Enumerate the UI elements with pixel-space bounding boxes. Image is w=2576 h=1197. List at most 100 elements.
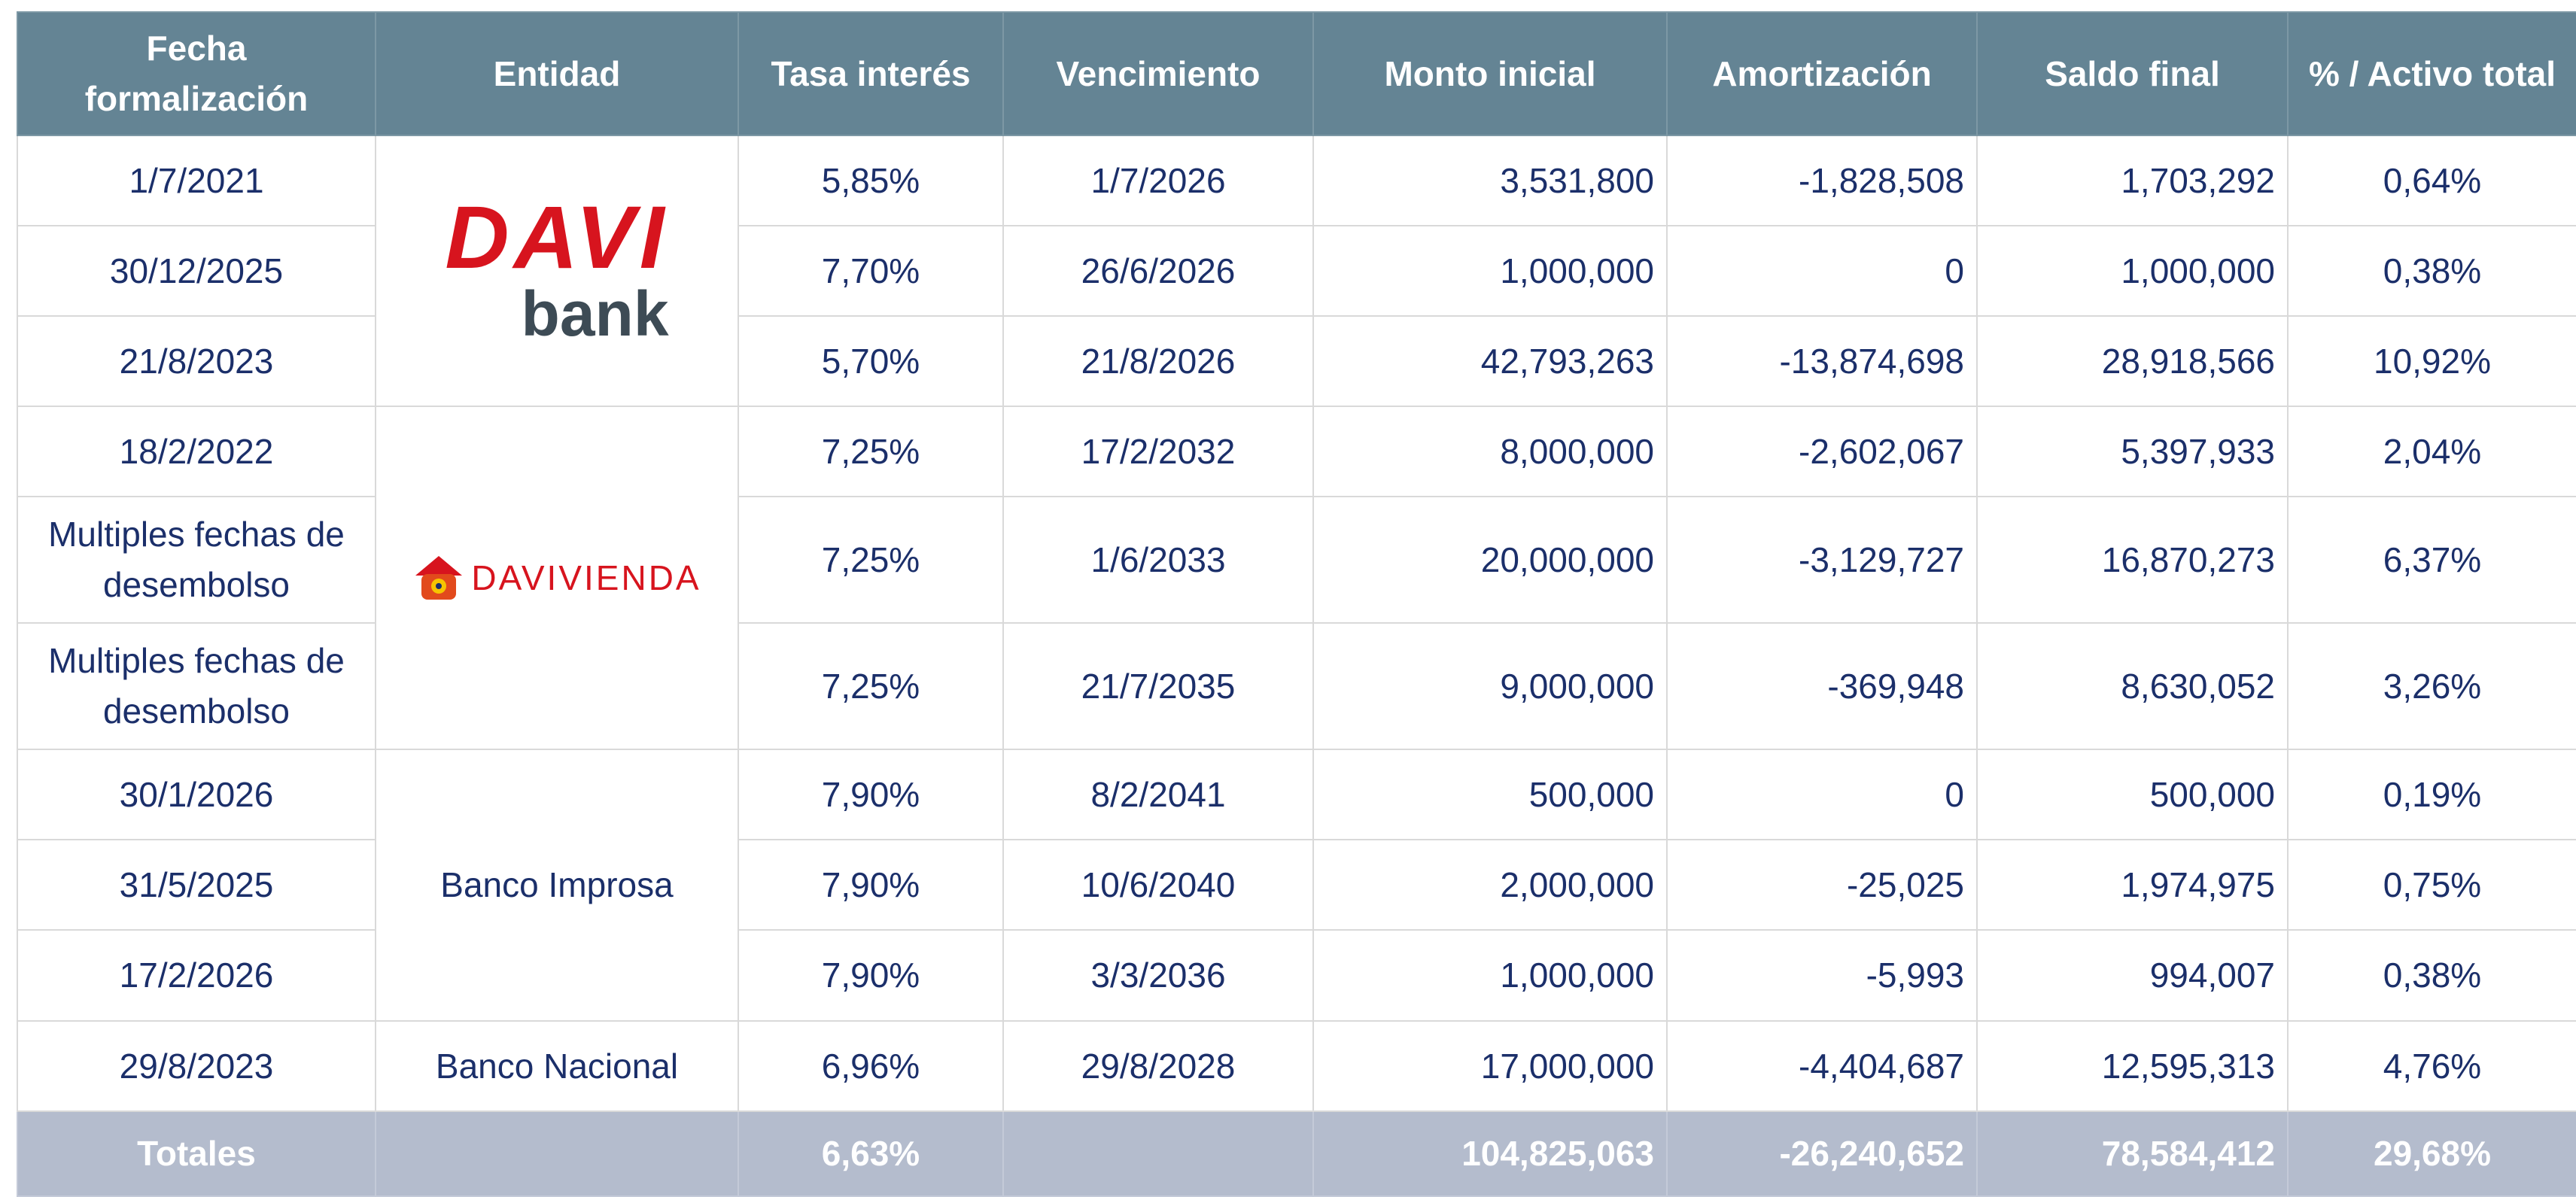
- data-cell: -25,025: [1666, 839, 1978, 931]
- data-cell: 0,38%: [2287, 225, 2576, 317]
- data-cell: 1/6/2033: [1002, 496, 1314, 624]
- data-cell: 2,04%: [2287, 406, 2576, 497]
- data-cell: 8/2/2041: [1002, 749, 1314, 840]
- data-cell: 1,000,000: [1312, 225, 1668, 317]
- data-cell: 29/8/2023: [17, 1020, 376, 1112]
- data-cell: 17/2/2026: [17, 929, 376, 1022]
- davibank-logo: DAVI bank: [445, 193, 668, 345]
- data-cell: Multiples fechas de desembolso: [17, 496, 376, 624]
- entity-cell: Banco Nacional: [375, 1020, 739, 1112]
- data-row: 21/8/2023 5,70% 21/8/2026 42,793,263 -13,874…: [17, 315, 2576, 407]
- data-cell: 6,37%: [2287, 496, 2576, 624]
- data-cell: 2,000,000: [1312, 839, 1668, 931]
- data-cell: 42,793,263: [1312, 315, 1668, 407]
- data-cell: 6,96%: [738, 1020, 1004, 1112]
- data-cell: 18/2/2022: [17, 406, 376, 497]
- data-cell: -1,828,508: [1666, 135, 1978, 226]
- data-cell: -13,874,698: [1666, 315, 1978, 407]
- debt-table: Fecha formalización Entidad Tasa interés Ve…: [17, 11, 2576, 1197]
- data-cell: -2,602,067: [1666, 406, 1978, 497]
- logo-text: DAVI: [445, 187, 669, 287]
- data-cell: 5,85%: [738, 135, 1004, 226]
- data-row: 30/12/2025 7,70% 26/6/2026 1,000,000 0 1,000,…: [17, 225, 2576, 317]
- data-cell: 12,595,313: [1976, 1020, 2289, 1112]
- data-cell: 21/8/2023: [17, 315, 376, 407]
- entity-cell: Banco Improsa: [375, 749, 739, 1022]
- data-row: 29/8/2023 Banco Nacional 6,96% 29/8/2028 17,…: [17, 1020, 2576, 1112]
- data-row: 18/2/2022 DAVIVIENDA 7,25% 17/2/2032 8,000,0…: [17, 406, 2576, 750]
- data-cell: 500,000: [1312, 749, 1668, 840]
- data-cell: 1/7/2021: [17, 135, 376, 226]
- header-cell: Fecha formalización: [17, 11, 376, 136]
- header-row: Fecha formalización Entidad Tasa interés Ve…: [17, 11, 2576, 136]
- data-cell: 1,000,000: [1976, 225, 2289, 317]
- data-row: Multiples fechas de desembolso 7,25% 1/6/2…: [17, 496, 2576, 624]
- data-cell: 3/3/2036: [1002, 929, 1314, 1022]
- data-cell: 28,918,566: [1976, 315, 2289, 407]
- header-cell: Amortización: [1666, 11, 1978, 136]
- totals-cell: 6,63%: [738, 1110, 1004, 1197]
- entity-name: Banco Improsa: [440, 865, 674, 905]
- header-cell: Entidad: [375, 11, 739, 136]
- data-cell: 7,25%: [738, 496, 1004, 624]
- data-cell: 7,25%: [738, 622, 1004, 750]
- data-cell: 31/5/2025: [17, 839, 376, 931]
- data-row: 30/1/2026 Banco Improsa 7,90% 8/2/2041 500,0…: [17, 749, 2576, 1022]
- data-cell: 1/7/2026: [1002, 135, 1314, 226]
- data-cell: -3,129,727: [1666, 496, 1978, 624]
- data-cell: 0,75%: [2287, 839, 2576, 931]
- data-cell: 7,25%: [738, 406, 1004, 497]
- data-cell: 1,000,000: [1312, 929, 1668, 1022]
- data-cell: 8,000,000: [1312, 406, 1668, 497]
- data-cell: 5,70%: [738, 315, 1004, 407]
- data-cell: 8,630,052: [1976, 622, 2289, 750]
- data-cell: 0,19%: [2287, 749, 2576, 840]
- data-cell: 30/12/2025: [17, 225, 376, 317]
- house-icon: [415, 556, 463, 600]
- logo-text: DAVIVIENDA: [471, 558, 701, 597]
- data-cell: -5,993: [1666, 929, 1978, 1022]
- table-body: Fecha formalización Entidad Tasa interés Ve…: [17, 11, 2576, 1197]
- davivienda-logo: DAVIVIENDA: [388, 551, 725, 604]
- data-cell: 0: [1666, 225, 1978, 317]
- data-row: 17/2/2026 7,90% 3/3/2036 1,000,000 -5,993 994…: [17, 929, 2576, 1022]
- header-cell: Monto inicial: [1312, 11, 1668, 136]
- totals-cell: [1002, 1110, 1314, 1197]
- header-cell: Tasa interés: [738, 11, 1004, 136]
- data-cell: 17/2/2032: [1002, 406, 1314, 497]
- data-cell: -4,404,687: [1666, 1020, 1978, 1112]
- data-cell: 7,70%: [738, 225, 1004, 317]
- totals-cell: 29,68%: [2287, 1110, 2576, 1197]
- data-cell: 0: [1666, 749, 1978, 840]
- data-cell: 16,870,273: [1976, 496, 2289, 624]
- data-cell: 9,000,000: [1312, 622, 1668, 750]
- data-cell: 0,38%: [2287, 929, 2576, 1022]
- entity-name: Banco Nacional: [435, 1046, 679, 1086]
- data-cell: 7,90%: [738, 929, 1004, 1022]
- data-cell: 1,703,292: [1976, 135, 2289, 226]
- totals-cell: [375, 1110, 739, 1197]
- data-row: Multiples fechas de desembolso 7,25% 21/7/…: [17, 622, 2576, 750]
- data-cell: Multiples fechas de desembolso: [17, 622, 376, 750]
- data-cell: 7,90%: [738, 839, 1004, 931]
- data-cell: 500,000: [1976, 749, 2289, 840]
- data-cell: 29/8/2028: [1002, 1020, 1314, 1112]
- data-cell: 994,007: [1976, 929, 2289, 1022]
- data-cell: 3,26%: [2287, 622, 2576, 750]
- data-cell: 30/1/2026: [17, 749, 376, 840]
- header-cell: Vencimiento: [1002, 11, 1314, 136]
- data-cell: 3,531,800: [1312, 135, 1668, 226]
- data-cell: 4,76%: [2287, 1020, 2576, 1112]
- data-cell: 10/6/2040: [1002, 839, 1314, 931]
- data-row: 1/7/2021 DAVI bank 5,85% 1/7/2026 3,531,800 -1…: [17, 135, 2576, 407]
- totals-label: Totales: [17, 1110, 376, 1197]
- totals-cell: 78,584,412: [1976, 1110, 2289, 1197]
- data-cell: 21/8/2026: [1002, 315, 1314, 407]
- data-cell: 5,397,933: [1976, 406, 2289, 497]
- data-cell: 20,000,000: [1312, 496, 1668, 624]
- totals-cell: 104,825,063: [1312, 1110, 1668, 1197]
- data-cell: 1,974,975: [1976, 839, 2289, 931]
- entity-cell: DAVIVIENDA: [375, 406, 739, 750]
- table-wrap: Fecha formalización Entidad Tasa interés Ve…: [17, 11, 2576, 1197]
- data-row: 31/5/2025 7,90% 10/6/2040 2,000,000 -25,025 1…: [17, 839, 2576, 931]
